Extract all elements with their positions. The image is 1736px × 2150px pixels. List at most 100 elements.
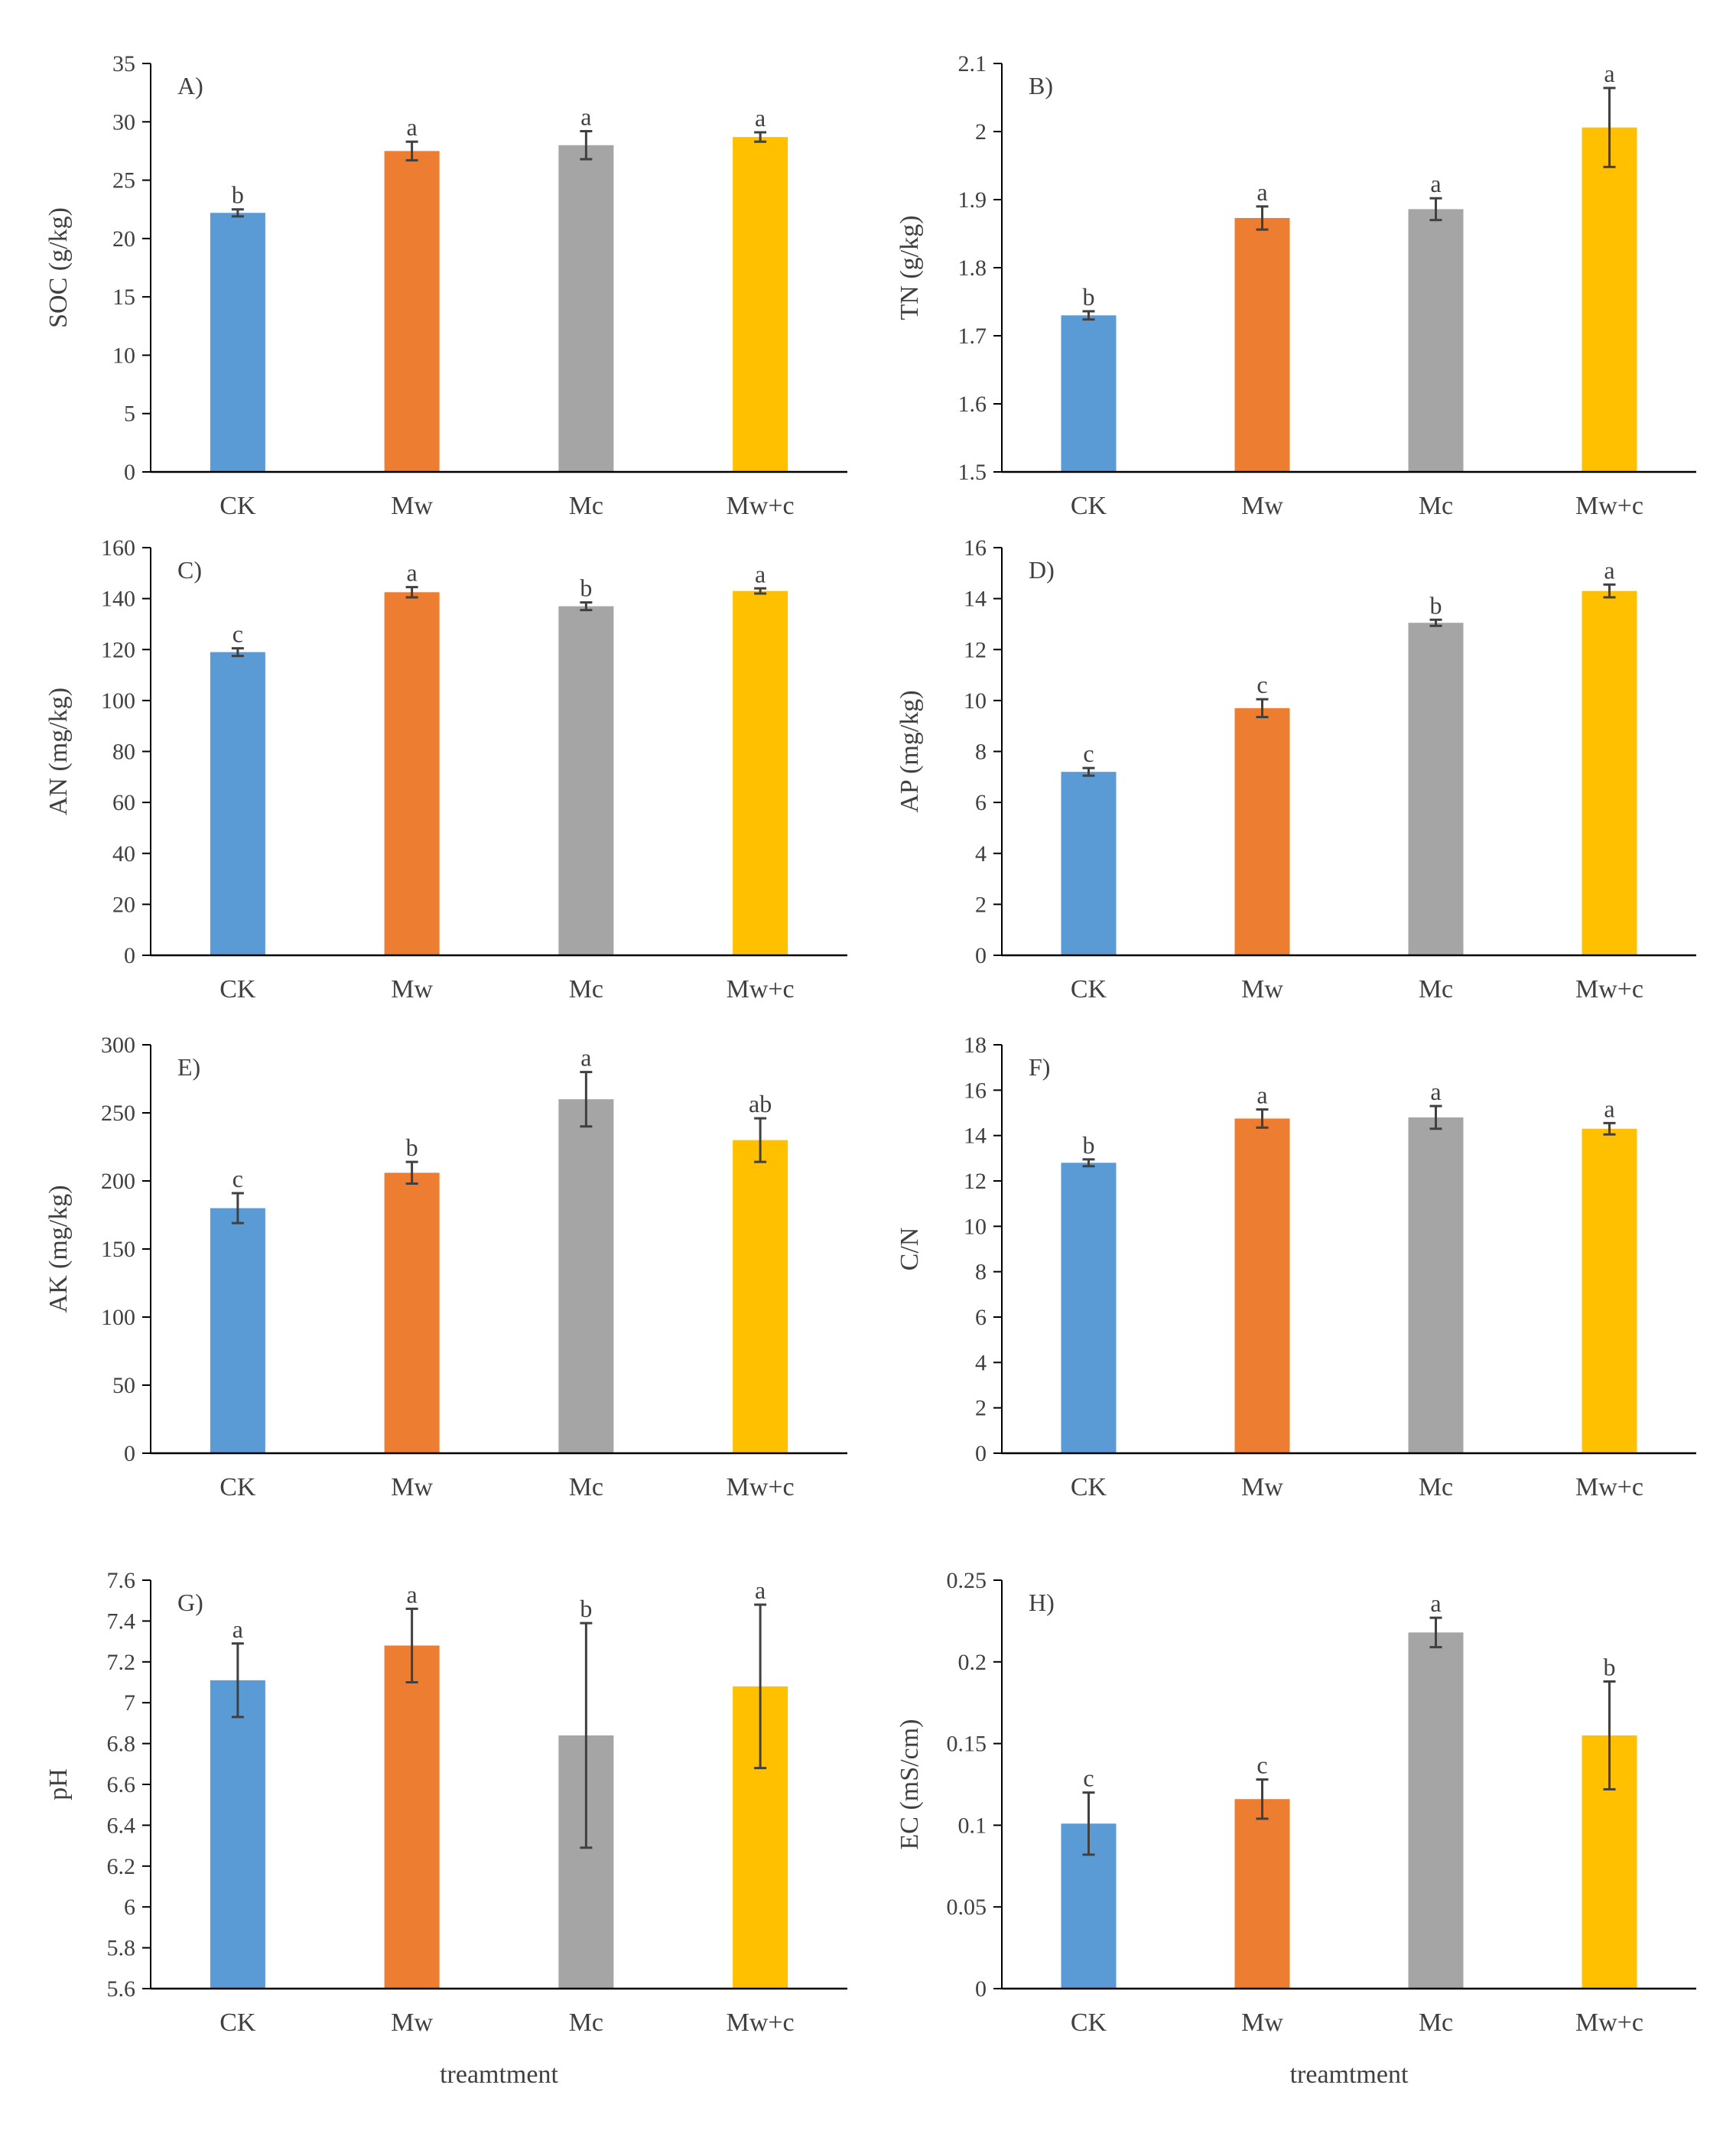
y-tick-label: 1.7 bbox=[958, 324, 987, 349]
bar-mc bbox=[1408, 209, 1464, 472]
significance-letter: c bbox=[232, 620, 243, 648]
y-tick-label: 30 bbox=[112, 109, 135, 135]
bar-mc bbox=[1408, 1632, 1464, 1989]
significance-letter: b bbox=[580, 1595, 592, 1622]
category-label: Mw+c bbox=[1575, 2009, 1643, 2037]
bar-ck bbox=[210, 1680, 265, 1989]
category-label: Mw+c bbox=[1575, 975, 1643, 1003]
significance-letter: c bbox=[1083, 1765, 1094, 1792]
chart-panel-h: 0 0.05 0.1 0.15 0.2 0.25 c CK c Mw a Mc b Mw+c H) EC (m… bbox=[896, 1568, 1696, 2089]
y-tick-label: 40 bbox=[112, 841, 135, 867]
y-tick-label: 50 bbox=[112, 1373, 135, 1398]
y-tick-label: 0 bbox=[975, 1976, 987, 2002]
category-label: Mw+c bbox=[727, 975, 795, 1003]
significance-letter: a bbox=[407, 559, 418, 587]
bar-ck bbox=[1061, 315, 1117, 472]
y-tick-label: 6.2 bbox=[107, 1854, 136, 1879]
y-tick-label: 20 bbox=[112, 892, 135, 917]
category-label: Mw bbox=[391, 1473, 433, 1501]
category-label: Mc bbox=[569, 2009, 603, 2037]
chart-panel-a: 0 5 10 15 20 25 30 35 b CK a Mw a Mc a Mw+c A) SOC (g/kg) bbox=[44, 51, 847, 520]
significance-letter: c bbox=[1256, 1752, 1267, 1779]
significance-letter: c bbox=[232, 1165, 243, 1192]
y-tick-label: 35 bbox=[112, 51, 135, 76]
y-tick-label: 0.05 bbox=[947, 1895, 987, 1920]
bar-mw bbox=[384, 151, 440, 472]
bar-mw bbox=[384, 1645, 440, 1989]
y-tick-label: 60 bbox=[112, 790, 135, 815]
y-tick-label: 10 bbox=[964, 688, 987, 714]
significance-letter: a bbox=[755, 104, 766, 132]
significance-letter: a bbox=[755, 1576, 766, 1604]
category-label: Mw+c bbox=[727, 2009, 795, 2037]
category-label: CK bbox=[219, 2009, 256, 2037]
chart-panel-c: 0 20 40 60 80 100 120 140 160 c CK a Mw b Mc a Mw+c C) AN … bbox=[44, 535, 847, 1003]
significance-letter: a bbox=[1430, 1589, 1441, 1617]
y-tick-label: 80 bbox=[112, 740, 135, 765]
y-tick-label: 150 bbox=[101, 1237, 135, 1262]
significance-letter: c bbox=[1256, 671, 1267, 698]
category-label: CK bbox=[1071, 2009, 1107, 2037]
y-tick-label: 20 bbox=[112, 226, 135, 252]
y-tick-label: 6 bbox=[124, 1895, 135, 1920]
y-tick-label: 0 bbox=[975, 1441, 987, 1466]
y-tick-label: 0 bbox=[975, 943, 987, 968]
significance-letter: a bbox=[1256, 1082, 1267, 1109]
y-tick-label: 0.25 bbox=[947, 1568, 987, 1593]
y-tick-label: 10 bbox=[112, 343, 135, 368]
significance-letter: b bbox=[580, 574, 592, 602]
bar-mc bbox=[1408, 1117, 1464, 1453]
significance-letter: b bbox=[1430, 591, 1442, 619]
y-tick-label: 25 bbox=[112, 168, 135, 194]
category-label: CK bbox=[1071, 492, 1107, 520]
category-label: Mc bbox=[569, 492, 603, 520]
panel-label: B) bbox=[1029, 72, 1053, 99]
y-tick-label: 14 bbox=[964, 587, 987, 612]
chart-panel-d: 0 2 4 6 8 10 12 14 16 c CK c Mw b Mc a Mw+c D) AP (mg/kg) bbox=[896, 535, 1696, 1003]
bar-mw-c bbox=[733, 137, 788, 472]
y-tick-label: 2.1 bbox=[958, 51, 987, 76]
bar-mc bbox=[558, 1099, 614, 1453]
bar-mw-c bbox=[1582, 127, 1637, 472]
y-tick-label: 1.8 bbox=[958, 255, 987, 281]
x-axis-title: treamtment bbox=[440, 2061, 558, 2089]
y-tick-label: 6.4 bbox=[107, 1813, 136, 1838]
panel-label: D) bbox=[1029, 556, 1055, 584]
panel-label: F) bbox=[1029, 1053, 1050, 1081]
category-label: Mw bbox=[1241, 1473, 1283, 1501]
category-label: Mw+c bbox=[727, 1473, 795, 1501]
y-tick-label: 0 bbox=[124, 460, 135, 485]
y-tick-label: 1.9 bbox=[958, 187, 987, 213]
bar-mw-c bbox=[733, 590, 788, 955]
panel-label: G) bbox=[177, 1589, 203, 1616]
y-tick-label: 5 bbox=[124, 402, 135, 427]
significance-letter: ab bbox=[749, 1090, 772, 1117]
significance-letter: a bbox=[1430, 170, 1441, 197]
y-tick-label: 10 bbox=[964, 1214, 987, 1239]
category-label: CK bbox=[219, 1473, 256, 1501]
category-label: Mw bbox=[391, 975, 433, 1003]
category-label: Mc bbox=[569, 1473, 603, 1501]
significance-letter: a bbox=[580, 1044, 591, 1072]
category-label: Mw bbox=[1241, 492, 1283, 520]
bar-mw-c bbox=[1582, 1128, 1637, 1453]
bar-mc bbox=[558, 145, 614, 473]
y-tick-label: 1.5 bbox=[958, 460, 987, 485]
bar-mw bbox=[1234, 218, 1290, 472]
significance-letter: a bbox=[580, 102, 591, 130]
y-axis-title: AP (mg/kg) bbox=[896, 690, 924, 812]
y-tick-label: 12 bbox=[964, 1169, 987, 1194]
y-tick-label: 14 bbox=[964, 1124, 987, 1149]
category-label: Mw+c bbox=[1575, 492, 1643, 520]
y-tick-label: 6 bbox=[975, 790, 987, 815]
bar-ck bbox=[1061, 772, 1117, 955]
y-tick-label: 15 bbox=[112, 285, 135, 310]
significance-letter: a bbox=[755, 560, 766, 587]
y-tick-label: 16 bbox=[964, 1078, 987, 1103]
significance-letter: b bbox=[1083, 283, 1095, 311]
panel-label: C) bbox=[177, 556, 202, 584]
y-tick-label: 0 bbox=[124, 943, 135, 968]
category-label: Mc bbox=[569, 975, 603, 1003]
bar-ck bbox=[1061, 1163, 1117, 1453]
